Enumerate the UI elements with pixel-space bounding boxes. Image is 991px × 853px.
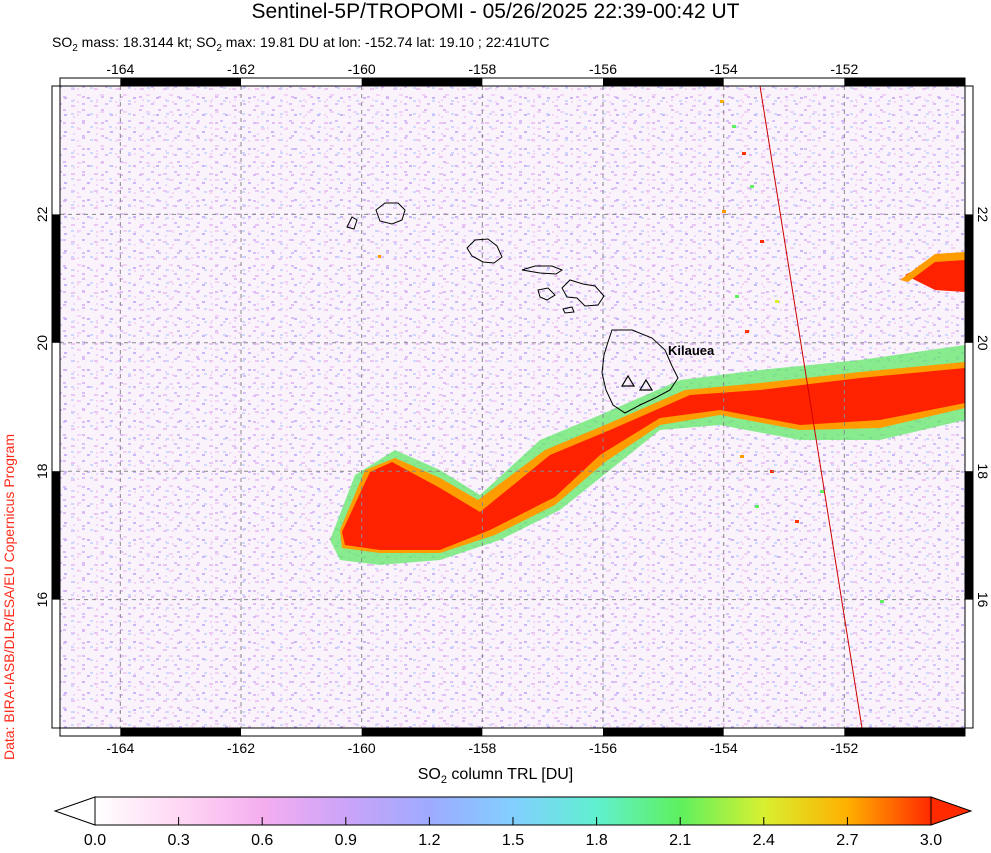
colorbar-tick: 2.4 xyxy=(752,832,775,849)
orbit-edge-line xyxy=(759,86,863,728)
lat-tick-left: 20 xyxy=(34,335,50,351)
lat-tick-right: 16 xyxy=(975,592,991,608)
volcano-marker-kilauea xyxy=(638,378,654,391)
island-kahoolawe xyxy=(562,306,575,314)
colorbar-tick: 1.8 xyxy=(585,832,608,849)
colorbar-tick: 2.1 xyxy=(669,832,692,849)
lon-tick-bottom: -160 xyxy=(348,740,376,756)
so2-plume-east-edge xyxy=(900,252,965,282)
colorbar-label-sub: 2 xyxy=(440,774,447,787)
island-kauai xyxy=(375,202,406,225)
colorbar-tick: 1.2 xyxy=(418,832,441,849)
colorbar-tick: 2.7 xyxy=(836,832,859,849)
colorbar-tick: 0.9 xyxy=(334,832,357,849)
colorbar-low-arrow xyxy=(53,796,96,826)
colorbar xyxy=(53,796,973,826)
colorbar-tick: 0.6 xyxy=(251,832,274,849)
subtitle-max-sub: 2 xyxy=(216,42,222,54)
lon-tick-bottom: -162 xyxy=(227,740,255,756)
subtitle-mass-text: mass: 18.3144 kt; SO xyxy=(77,34,217,50)
lon-tick-top: -154 xyxy=(710,61,738,77)
lon-tick-bottom: -158 xyxy=(468,740,496,756)
lon-tick-top: -158 xyxy=(468,61,496,77)
volcano-marker-maunaloa xyxy=(620,374,636,387)
island-niihau xyxy=(346,216,358,230)
volcano-label: Kilauea xyxy=(668,343,715,358)
lon-tick-top: -162 xyxy=(227,61,255,77)
subtitle-so-sub: 2 xyxy=(72,42,78,54)
lon-tick-bottom: -156 xyxy=(589,740,617,756)
colorbar-tick: 0.0 xyxy=(83,832,107,849)
colorbar-high-arrow xyxy=(930,796,973,826)
lon-tick-bottom: -152 xyxy=(830,740,858,756)
colorbar-tick: 0.3 xyxy=(167,832,190,849)
map-frame-ticks xyxy=(51,77,974,737)
lon-tick-top: -164 xyxy=(106,61,134,77)
colorbar-tick: 3.0 xyxy=(919,832,943,849)
lon-tick-bottom: -154 xyxy=(710,740,738,756)
lat-tick-right: 22 xyxy=(975,207,991,223)
colorbar-label-suffix: column TRL [DU] xyxy=(446,766,574,783)
lat-tick-left: 22 xyxy=(34,206,50,222)
lat-tick-right: 20 xyxy=(975,335,991,351)
colorbar-label-prefix: SO xyxy=(417,766,441,783)
lon-tick-top: -156 xyxy=(589,61,617,77)
lon-tick-top: -160 xyxy=(348,61,376,77)
island-hawaii xyxy=(601,329,679,414)
map-title: Sentinel-5P/TROPOMI - 05/26/2025 22:39-0… xyxy=(251,0,740,23)
subtitle-so: SO xyxy=(52,34,73,50)
so2-scatter-pixels xyxy=(378,100,884,603)
map-subtitle: SO2 mass: 18.3144 kt; SO2 max: 19.81 DU … xyxy=(52,34,550,57)
island-lanai xyxy=(537,287,556,301)
map-grid xyxy=(60,86,965,728)
hawaii-coastlines xyxy=(346,202,679,414)
lon-tick-bottom: -164 xyxy=(106,740,134,756)
island-maui xyxy=(561,279,605,307)
so2-plume-core xyxy=(342,368,965,550)
colorbar-label: SO2 column TRL [DU] xyxy=(0,766,991,786)
subtitle-max-text: max: 19.81 DU at lon: -152.74 lat: 19.10… xyxy=(221,34,550,50)
island-oahu xyxy=(466,238,503,264)
lon-tick-top: -152 xyxy=(830,61,858,77)
island-molokai xyxy=(521,265,564,275)
so2-plume-east xyxy=(905,258,965,292)
lat-tick-left: 16 xyxy=(34,592,50,608)
lat-tick-left: 18 xyxy=(34,463,50,479)
colorbar-tick: 1.5 xyxy=(501,832,525,849)
lat-tick-right: 18 xyxy=(975,463,991,479)
